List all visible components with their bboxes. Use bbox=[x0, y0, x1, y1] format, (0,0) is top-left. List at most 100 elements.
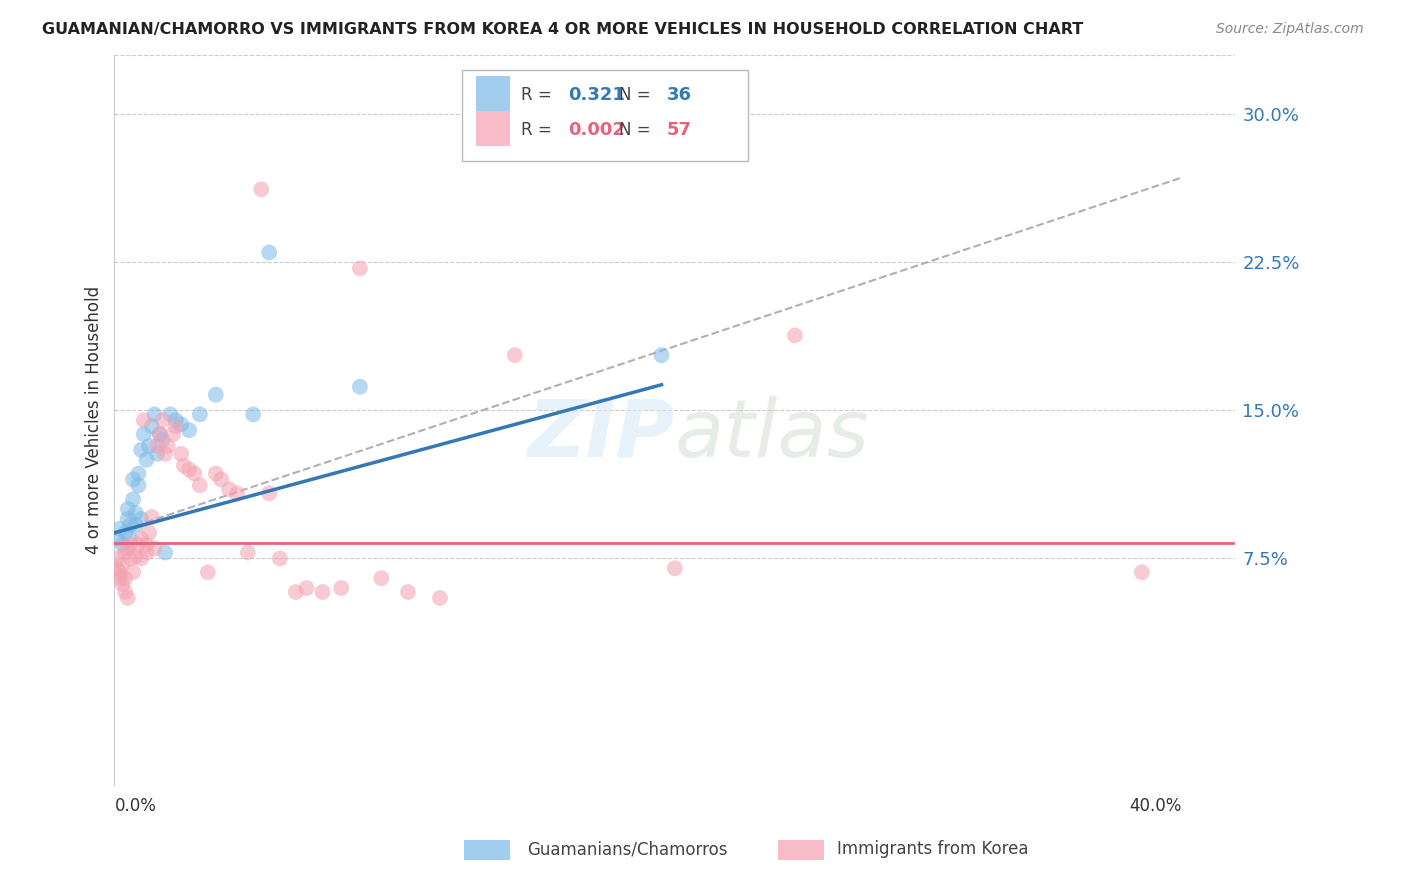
Point bbox=[149, 427, 172, 442]
Point bbox=[125, 549, 148, 564]
Point bbox=[557, 143, 579, 157]
Point bbox=[114, 571, 136, 585]
Text: N =: N = bbox=[619, 121, 655, 139]
Point bbox=[111, 558, 134, 572]
Point bbox=[269, 551, 291, 566]
Point bbox=[170, 447, 193, 461]
Point bbox=[188, 408, 211, 422]
Point bbox=[156, 439, 179, 453]
Point bbox=[429, 591, 451, 605]
Point bbox=[349, 380, 371, 394]
Point bbox=[117, 591, 139, 605]
Point bbox=[152, 413, 174, 427]
Point bbox=[105, 561, 128, 575]
Point bbox=[132, 427, 155, 442]
Text: Guamanians/Chamorros: Guamanians/Chamorros bbox=[527, 840, 728, 858]
Point bbox=[138, 439, 160, 453]
Point bbox=[179, 423, 201, 437]
Text: N =: N = bbox=[619, 87, 655, 104]
Text: 0.0%: 0.0% bbox=[114, 797, 156, 815]
Text: 57: 57 bbox=[666, 121, 692, 139]
Text: R =: R = bbox=[522, 87, 557, 104]
Point bbox=[226, 486, 249, 500]
Point bbox=[117, 502, 139, 516]
Point bbox=[349, 261, 371, 276]
Text: 0.321: 0.321 bbox=[568, 87, 626, 104]
Point bbox=[257, 486, 280, 500]
Text: 40.0%: 40.0% bbox=[1129, 797, 1182, 815]
Point bbox=[170, 417, 193, 432]
Point bbox=[284, 585, 307, 599]
Point bbox=[153, 447, 176, 461]
Point bbox=[108, 522, 131, 536]
Point bbox=[135, 452, 157, 467]
Point bbox=[122, 473, 145, 487]
Point bbox=[146, 447, 169, 461]
Point bbox=[236, 545, 259, 559]
Point bbox=[117, 512, 139, 526]
Text: Immigrants from Korea: Immigrants from Korea bbox=[837, 840, 1028, 858]
Point bbox=[173, 458, 195, 473]
Text: Source: ZipAtlas.com: Source: ZipAtlas.com bbox=[1216, 22, 1364, 37]
Point bbox=[135, 538, 157, 552]
Point bbox=[111, 538, 134, 552]
Point bbox=[311, 585, 333, 599]
Point bbox=[127, 478, 149, 492]
Point bbox=[205, 387, 228, 401]
Point bbox=[108, 571, 131, 585]
Point bbox=[664, 561, 686, 575]
Point bbox=[122, 566, 145, 580]
Point bbox=[295, 581, 318, 595]
Point bbox=[114, 525, 136, 540]
Point bbox=[183, 467, 205, 481]
Point bbox=[120, 532, 142, 546]
Point bbox=[138, 525, 160, 540]
Point bbox=[127, 467, 149, 481]
Point bbox=[205, 467, 228, 481]
Text: 36: 36 bbox=[666, 87, 692, 104]
Point bbox=[129, 551, 152, 566]
Point bbox=[1130, 566, 1153, 580]
Point bbox=[120, 517, 142, 532]
Point bbox=[129, 532, 152, 546]
Point bbox=[125, 517, 148, 532]
Point bbox=[330, 581, 353, 595]
Point bbox=[146, 439, 169, 453]
Point bbox=[105, 532, 128, 546]
Point bbox=[141, 419, 163, 434]
Point bbox=[503, 348, 526, 362]
Point bbox=[114, 545, 136, 559]
Point bbox=[120, 538, 142, 552]
Point bbox=[242, 408, 264, 422]
Text: ZIP: ZIP bbox=[527, 396, 675, 474]
Point bbox=[108, 566, 131, 580]
Point bbox=[152, 433, 174, 447]
Point bbox=[197, 566, 219, 580]
Point bbox=[132, 413, 155, 427]
Point bbox=[165, 413, 187, 427]
Point bbox=[111, 577, 134, 591]
Point bbox=[117, 541, 139, 556]
Point bbox=[143, 541, 166, 556]
Point bbox=[114, 585, 136, 599]
Point bbox=[159, 408, 181, 422]
Point bbox=[141, 510, 163, 524]
Point bbox=[125, 506, 148, 520]
Point bbox=[153, 545, 176, 559]
FancyBboxPatch shape bbox=[477, 112, 510, 146]
Point bbox=[188, 478, 211, 492]
Point bbox=[122, 492, 145, 507]
Point bbox=[120, 551, 142, 566]
Point bbox=[127, 538, 149, 552]
Point bbox=[105, 551, 128, 566]
Text: GUAMANIAN/CHAMORRO VS IMMIGRANTS FROM KOREA 4 OR MORE VEHICLES IN HOUSEHOLD CORR: GUAMANIAN/CHAMORRO VS IMMIGRANTS FROM KO… bbox=[42, 22, 1084, 37]
Point bbox=[129, 512, 152, 526]
Point bbox=[162, 427, 184, 442]
FancyBboxPatch shape bbox=[477, 77, 510, 112]
Point bbox=[165, 419, 187, 434]
Text: atlas: atlas bbox=[675, 396, 869, 474]
Point bbox=[783, 328, 806, 343]
Point bbox=[218, 483, 240, 497]
Point bbox=[149, 427, 172, 442]
Point bbox=[209, 473, 232, 487]
